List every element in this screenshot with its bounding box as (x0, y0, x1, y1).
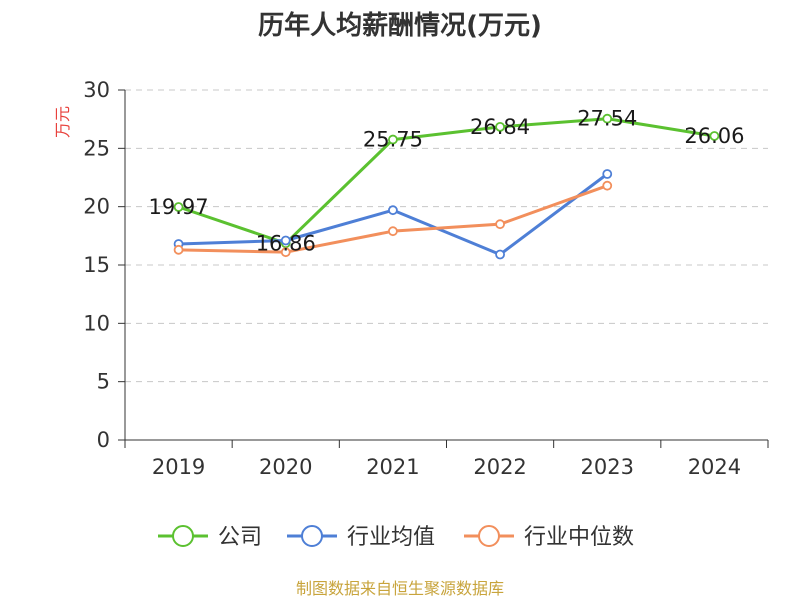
data-point[interactable] (280, 235, 291, 246)
y-tick-label: 25 (83, 136, 110, 160)
data-label: 25.75 (363, 128, 423, 152)
data-point[interactable] (388, 134, 398, 145)
data-label: 27.54 (577, 107, 637, 131)
y-tick-label: 30 (83, 78, 110, 102)
data-label: 26.84 (470, 115, 530, 139)
y-tick-label: 10 (83, 311, 110, 335)
legend-item-2[interactable]: 行业中位数 (464, 525, 634, 550)
x-tick-label: 2022 (473, 455, 526, 479)
legend-marker (301, 525, 323, 547)
y-tick-label: 20 (83, 195, 110, 219)
series-line-0 (178, 117, 715, 245)
x-tick-label: 2023 (581, 455, 634, 479)
data-point[interactable] (388, 205, 398, 216)
data-point[interactable] (495, 249, 505, 260)
x-tick-label: 2024 (688, 455, 741, 479)
series-lines (173, 113, 720, 260)
data-point[interactable] (495, 219, 505, 230)
data-point[interactable] (173, 244, 184, 255)
data-point[interactable] (173, 202, 184, 212)
x-tick-label: 2019 (152, 455, 205, 479)
data-point[interactable] (495, 121, 505, 132)
y-tick-label: 0 (97, 428, 110, 452)
data-point[interactable] (280, 247, 291, 258)
data-point[interactable] (709, 131, 720, 141)
x-tick-label: 2021 (366, 455, 419, 479)
source-note: 制图数据来自恒生聚源数据库 (296, 579, 504, 598)
data-point[interactable] (388, 226, 398, 237)
x-tick-label: 2020 (259, 455, 312, 479)
data-labels: 19.97 16.86 25.75 26.84 27.54 26.06 (149, 107, 745, 256)
legend-marker (478, 525, 500, 547)
data-point[interactable] (602, 169, 613, 179)
y-axis-label: 万元 (53, 106, 72, 138)
data-point[interactable] (602, 113, 613, 124)
legend-label: 行业均值 (347, 525, 435, 550)
y-tick-label: 5 (97, 370, 110, 394)
y-tick-label: 15 (83, 253, 110, 277)
data-label: 16.86 (256, 231, 316, 255)
data-label: 19.97 (149, 195, 209, 219)
legend-label: 行业中位数 (524, 525, 634, 550)
data-point[interactable] (602, 180, 613, 191)
data-label: 26.06 (684, 124, 744, 148)
legend[interactable]: 公司 行业均值 行业中位数 (158, 525, 634, 550)
legend-item-0[interactable]: 公司 (158, 525, 262, 550)
legend-item-1[interactable]: 行业均值 (287, 525, 435, 550)
chart-title: 历年人均薪酬情况(万元) (258, 10, 542, 41)
legend-marker (172, 525, 194, 547)
legend-label: 公司 (218, 525, 262, 550)
axes: 0 5 10 15 20 25 30 2019 2020 2021 2022 2023 2024 (83, 78, 769, 479)
grid-lines (125, 89, 768, 383)
